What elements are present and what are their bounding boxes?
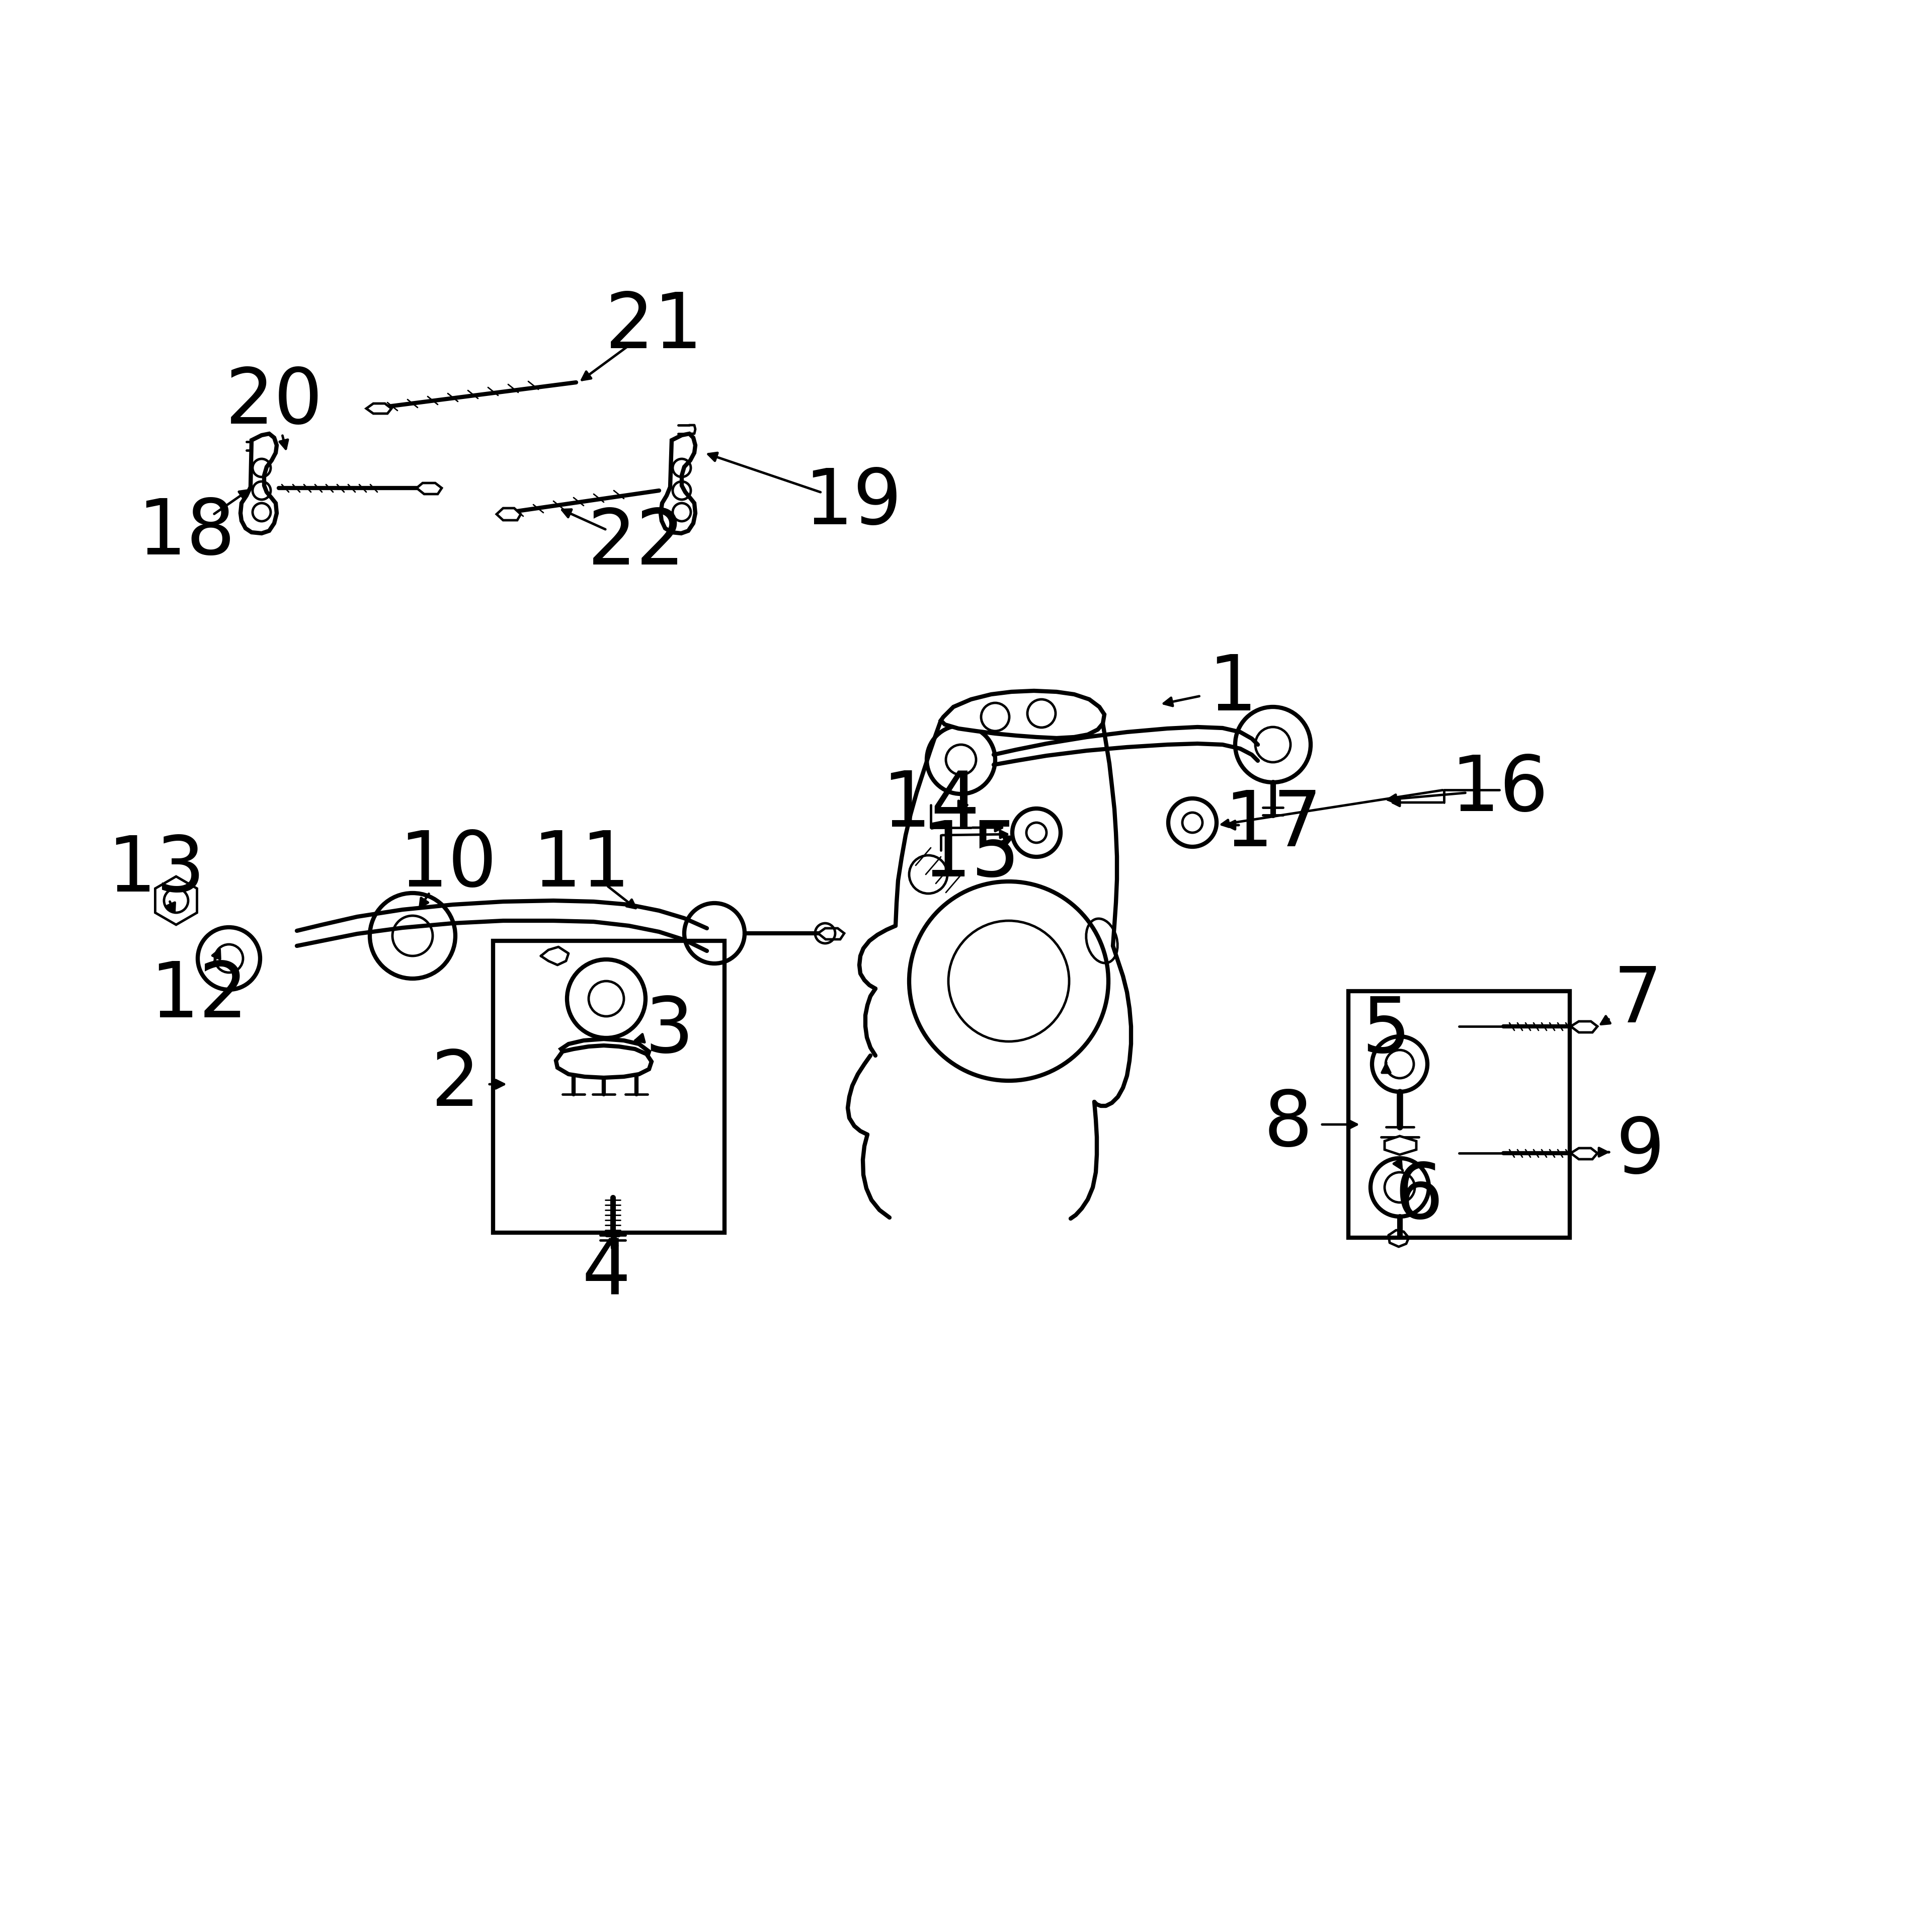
Polygon shape [817, 927, 844, 939]
Text: 19: 19 [804, 466, 902, 541]
Text: 22: 22 [587, 506, 686, 582]
Polygon shape [1571, 1148, 1598, 1159]
Text: 7: 7 [1613, 964, 1662, 1039]
Text: 2: 2 [431, 1047, 479, 1122]
Polygon shape [240, 433, 276, 533]
Text: 15: 15 [922, 817, 1020, 893]
Circle shape [1026, 823, 1047, 842]
Bar [1349, 991, 1569, 1238]
Text: 1: 1 [1208, 651, 1258, 726]
Bar [493, 941, 725, 1233]
Polygon shape [155, 877, 197, 925]
Polygon shape [497, 508, 522, 520]
Polygon shape [556, 1045, 651, 1078]
Text: 9: 9 [1615, 1115, 1665, 1190]
Polygon shape [417, 483, 442, 495]
Polygon shape [560, 1039, 649, 1068]
Text: 13: 13 [106, 833, 205, 908]
Polygon shape [367, 404, 392, 413]
Text: 12: 12 [151, 958, 247, 1034]
Text: 14: 14 [881, 767, 980, 842]
Polygon shape [1385, 1136, 1416, 1155]
Text: 6: 6 [1395, 1159, 1443, 1235]
Text: 20: 20 [226, 365, 323, 440]
Text: 18: 18 [137, 497, 236, 570]
Text: 11: 11 [531, 829, 630, 902]
Circle shape [1182, 813, 1202, 833]
Text: 17: 17 [1225, 788, 1321, 862]
Text: 8: 8 [1264, 1088, 1312, 1161]
Text: 4: 4 [582, 1235, 630, 1310]
Polygon shape [661, 433, 696, 533]
Text: 16: 16 [1451, 752, 1548, 827]
Text: 5: 5 [1362, 993, 1410, 1068]
Text: 10: 10 [398, 829, 497, 902]
Text: 3: 3 [645, 993, 694, 1068]
Text: 21: 21 [605, 290, 703, 365]
Polygon shape [941, 692, 1105, 738]
Polygon shape [1571, 1022, 1598, 1032]
